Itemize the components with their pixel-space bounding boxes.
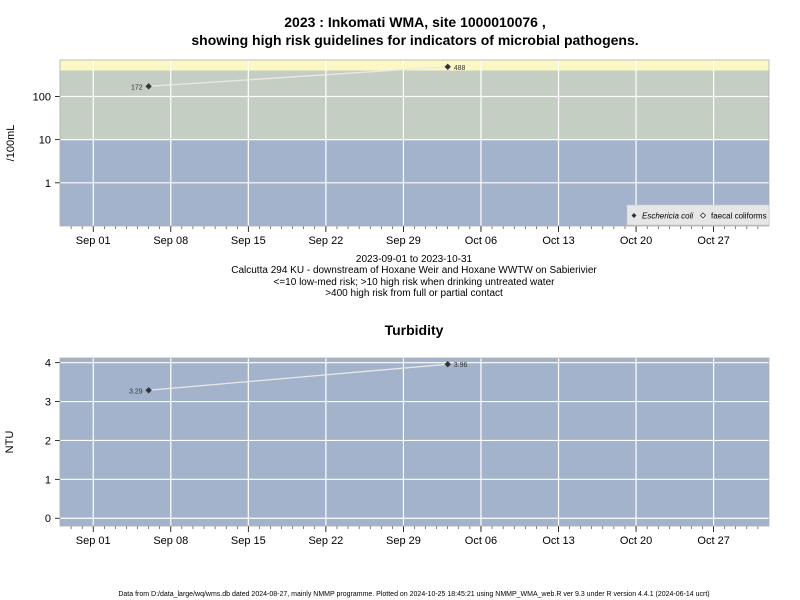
chart1-data-label: 488 (454, 65, 466, 72)
chart1-x-tick-label: Sep 01 (76, 235, 111, 247)
chart1-y-axis-label: /100mL (5, 125, 17, 162)
chart1-subtitle-risk-contact: >400 high risk from full or partial cont… (325, 288, 503, 299)
footer-note: Data from D:/data_large/wq/wms.db dated … (118, 591, 709, 598)
chart1-data-label: 172 (131, 84, 143, 91)
chart2-y-tick-label: 2 (45, 435, 51, 447)
chart2-data-point (145, 387, 152, 394)
chart2-title: Turbidity (385, 322, 444, 338)
chart2-x-tick-label: Sep 22 (308, 535, 343, 547)
chart2-plot-area: 0 1 2 3 4 Sep 01 Sep 08 Sep 15 Sep 22 Sep 29 Oct 0… (45, 357, 770, 547)
chart2-x-tick-label: Oct 13 (542, 535, 574, 547)
chart2-x-tick-label: Sep 01 (76, 535, 111, 547)
chart1-title-line2: showing high risk guidelines for indicat… (191, 32, 638, 48)
chart1-legend: Eschericia coli faecal coliforms (626, 204, 770, 226)
chart1-x-tick-label: Oct 27 (697, 235, 729, 247)
chart2-data-label: 3.96 (454, 362, 468, 369)
chart2-x-tick-label: Sep 15 (231, 535, 266, 547)
chart2-x-tick-label: Oct 27 (697, 535, 729, 547)
chart2-data-label: 3.29 (129, 388, 143, 395)
chart2-x-tick-label: Oct 20 (620, 535, 652, 547)
chart1-title-line1: 2023 : Inkomati WMA, site 1000010076 , (284, 14, 545, 30)
chart1-x-tick-label: Oct 13 (542, 235, 574, 247)
chart1-x-tick-label: Sep 22 (308, 235, 343, 247)
chart2-y-tick-label: 0 (45, 513, 51, 525)
chart2-y-tick-label: 3 (45, 397, 51, 409)
chart1-x-tick-label: Oct 20 (620, 235, 652, 247)
legend-entry-ecoli: Eschericia coli (642, 212, 693, 221)
legend-box (626, 204, 770, 226)
chart1-risk-band (60, 70, 769, 140)
chart1-subtitle-site: Calcutta 294 KU - downstream of Hoxane W… (231, 265, 597, 276)
chart1-series-line (148, 66, 448, 87)
legend-diamond-filled-icon (631, 213, 637, 218)
chart2-series-line (148, 363, 448, 391)
chart1-y-tick-label: 10 (39, 135, 51, 147)
chart1-subtitle-date-range: 2023-09-01 to 2023-10-31 (356, 254, 473, 265)
chart2-y-tick-label: 4 (45, 358, 51, 370)
chart1-x-tick-label: Sep 29 (386, 235, 421, 247)
chart1-y-tick-label: 1 (45, 178, 51, 190)
chart1-data-point (145, 83, 152, 90)
chart2-plot-border (59, 357, 770, 527)
chart1-plot-area: 1 10 100 Sep 01 Sep 08 Sep 15 Sep 22 Sep 29 Oct … (33, 59, 770, 247)
chart2-x-tick-label: Sep 29 (386, 535, 421, 547)
legend-diamond-open-icon (699, 212, 707, 219)
chart2-data-point (444, 361, 451, 368)
chart1-x-tick-label: Sep 15 (231, 235, 266, 247)
chart2-y-tick-label: 1 (45, 474, 51, 486)
chart2-plot-background (60, 358, 769, 526)
chart1-x-tick-label: Oct 06 (465, 235, 497, 247)
chart1-plot-border (59, 59, 770, 227)
chart1-data-point (444, 63, 451, 70)
chart2-y-axis-label: NTU (4, 431, 16, 454)
chart2-x-tick-label: Oct 06 (465, 535, 497, 547)
chart2-x-tick-label: Sep 08 (153, 535, 188, 547)
chart1-x-tick-label: Sep 08 (153, 235, 188, 247)
chart1-y-tick-label: 100 (33, 91, 51, 103)
legend-entry-faecal-coliforms: faecal coliforms (711, 212, 767, 221)
chart1-risk-band (60, 60, 769, 71)
chart1-subtitle-risk-drinking: <=10 low-med risk; >10 high risk when dr… (274, 277, 556, 288)
